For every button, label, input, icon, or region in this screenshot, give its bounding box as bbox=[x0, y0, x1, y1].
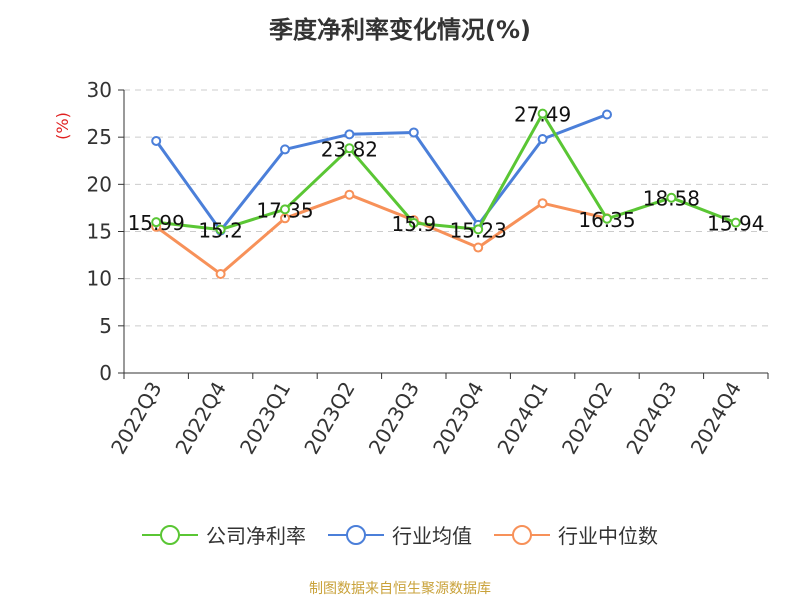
y-axis-label: (%) bbox=[53, 112, 72, 140]
data-label: 15.2 bbox=[198, 219, 243, 243]
y-tick-label: 10 bbox=[87, 267, 112, 291]
data-point-industry_median bbox=[537, 198, 548, 209]
x-tick-label: 2023Q4 bbox=[428, 378, 488, 459]
data-label: 15.99 bbox=[128, 211, 185, 235]
x-tick-label: 2024Q1 bbox=[492, 378, 552, 459]
data-point-industry_median bbox=[344, 189, 355, 200]
x-tick-label: 2023Q3 bbox=[364, 378, 424, 459]
y-tick-label: 0 bbox=[99, 361, 112, 385]
y-tick-label: 30 bbox=[87, 78, 112, 102]
y-tick-label: 15 bbox=[87, 220, 112, 244]
y-tick-label: 25 bbox=[87, 125, 112, 149]
series-lines bbox=[151, 108, 741, 279]
x-tick-label: 2022Q3 bbox=[106, 378, 166, 459]
data-point-company bbox=[666, 192, 677, 203]
data-point-company bbox=[151, 217, 162, 228]
x-tick-label: 2023Q1 bbox=[235, 378, 295, 459]
legend-line-icon bbox=[142, 524, 198, 545]
data-point-company bbox=[730, 217, 741, 228]
data-point-industry_avg bbox=[151, 135, 162, 146]
data-label: 15.9 bbox=[392, 212, 437, 236]
legend-item-industry-avg[interactable]: 行业均值 bbox=[328, 520, 472, 549]
legend-line-icon bbox=[328, 524, 384, 545]
data-point-industry_avg bbox=[602, 109, 612, 120]
data-point-industry_avg bbox=[344, 129, 355, 140]
y-tick-label: 20 bbox=[87, 172, 112, 196]
x-tick-label: 2024Q3 bbox=[621, 378, 681, 459]
chart-title: 季度净利率变化情况(%) bbox=[269, 16, 531, 44]
data-label: 17.35 bbox=[256, 198, 313, 222]
series-line-industry_avg bbox=[154, 113, 608, 233]
data-labels: 15.99 15.2 17.35 23.82 15.9 15.23 27.49 16.35 18… bbox=[128, 103, 765, 243]
series-line-industry_median bbox=[155, 193, 608, 276]
legend-item-industry-median[interactable]: 行业中位数 bbox=[494, 520, 658, 549]
legend-label: 行业中位数 bbox=[558, 524, 658, 548]
legend-line-icon bbox=[494, 524, 550, 545]
legend-item-company[interactable]: 公司净利率 bbox=[142, 520, 306, 549]
data-point-company bbox=[344, 143, 355, 154]
data-point-company bbox=[215, 224, 226, 235]
data-label: 16.35 bbox=[578, 208, 635, 232]
data-source-note: 制图数据来自恒生聚源数据库 bbox=[309, 581, 491, 597]
grid-lines bbox=[124, 89, 768, 327]
x-tick-label: 2024Q2 bbox=[557, 378, 617, 459]
data-point-company bbox=[537, 108, 548, 119]
data-point-industry_avg bbox=[408, 127, 419, 138]
data-point-company bbox=[602, 213, 612, 224]
x-tick-label: 2022Q4 bbox=[170, 378, 230, 459]
data-point-industry_median bbox=[473, 242, 484, 253]
data-point-company bbox=[408, 218, 419, 229]
data-point-company bbox=[280, 204, 290, 215]
x-tick-label: 2024Q4 bbox=[686, 378, 746, 459]
data-label: 23.82 bbox=[321, 137, 378, 161]
series-line-company bbox=[156, 112, 737, 232]
x-tick-label: 2023Q2 bbox=[299, 378, 359, 459]
legend-label: 行业均值 bbox=[392, 524, 472, 548]
data-point-industry_avg bbox=[280, 144, 290, 155]
data-point-industry_avg bbox=[537, 134, 548, 145]
data-label: 18.58 bbox=[643, 187, 700, 211]
data-label: 15.94 bbox=[707, 212, 764, 236]
legend: 公司净利率 行业均值 行业中位数 bbox=[0, 520, 800, 549]
data-label: 27.49 bbox=[514, 103, 571, 127]
data-point-company bbox=[473, 224, 484, 235]
data-point-industry_median bbox=[215, 268, 226, 279]
y-tick-label: 5 bbox=[99, 314, 112, 338]
legend-label: 公司净利率 bbox=[206, 524, 306, 548]
data-label: 15.23 bbox=[450, 218, 507, 242]
